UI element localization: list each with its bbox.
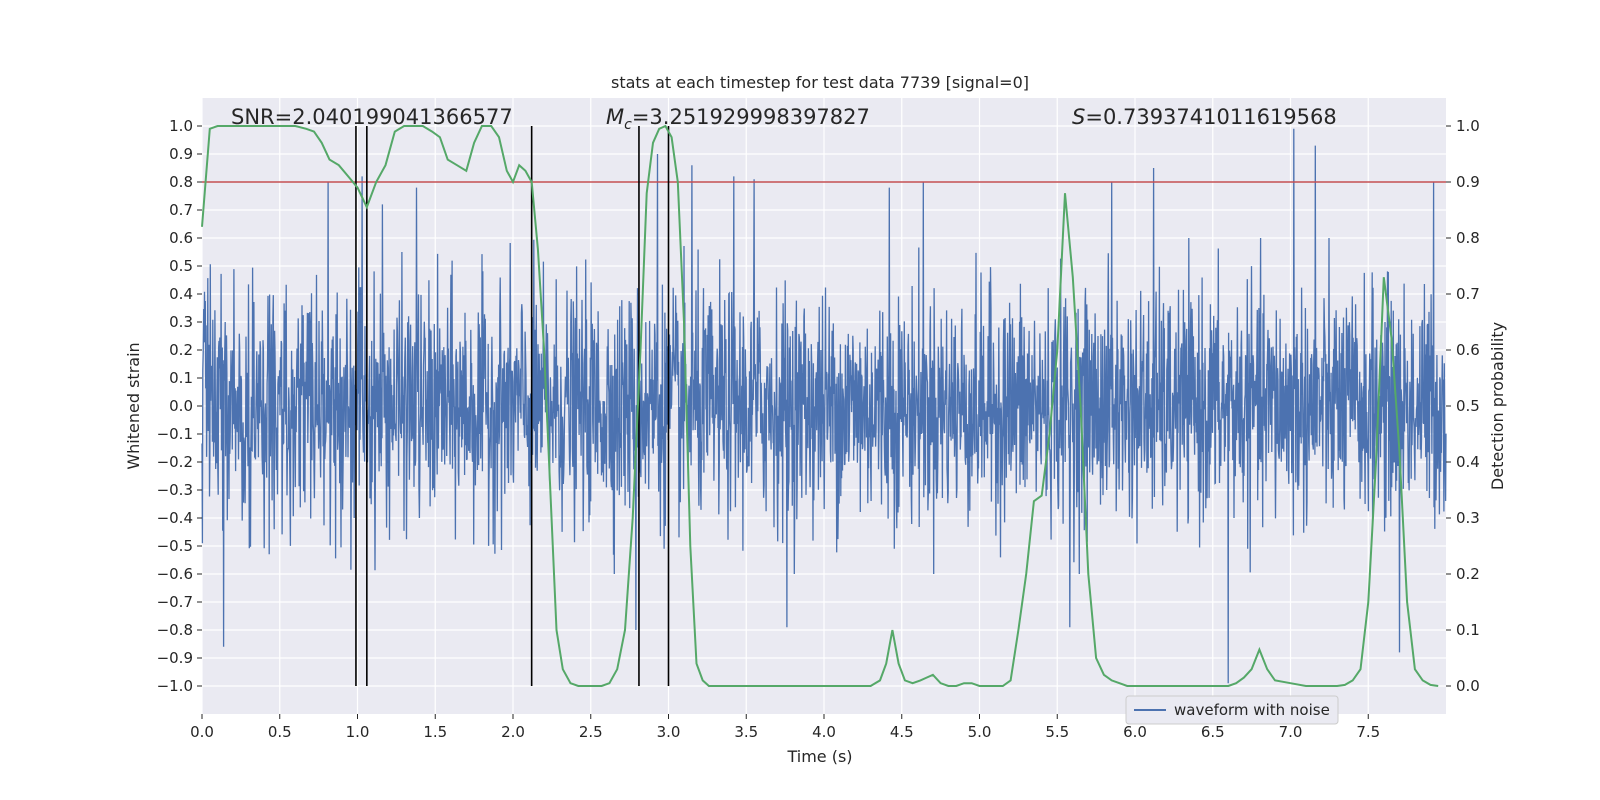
- y-tick-label: 0.8: [169, 173, 193, 191]
- snr-annotation: SNR=2.040199041366577: [231, 105, 513, 129]
- chirp-mass-annotation: Mc=3.251929998397827: [606, 105, 870, 133]
- y2-tick-label: 0.0: [1456, 677, 1480, 695]
- y-tick-label: −0.3: [157, 481, 193, 499]
- y2-tick-label: 0.2: [1456, 565, 1480, 583]
- s-symbol: S: [1072, 105, 1085, 129]
- x-tick-label: 3.0: [657, 723, 681, 741]
- probability-line: [201, 124, 1439, 687]
- y2-tick-label: 0.6: [1456, 341, 1480, 359]
- x-tick-label: 2.0: [501, 723, 525, 741]
- x-tick-label: 7.5: [1356, 723, 1380, 741]
- legend: waveform with noise: [1125, 695, 1339, 725]
- y2-axis-ticks: 1.0 0.9 0.8 0.7 0.6 0.5 0.4 0.3 0.2 0.1 0.0: [1446, 117, 1480, 695]
- y2-tick-label: 1.0: [1456, 117, 1480, 135]
- y2-tick-label: 0.3: [1456, 509, 1480, 527]
- y-tick-label: −0.5: [157, 537, 193, 555]
- y2-tick-label: 0.4: [1456, 453, 1480, 471]
- y-tick-label: −1.0: [157, 677, 193, 695]
- y-tick-label: 0.6: [169, 229, 193, 247]
- x-tick-label: 0.5: [268, 723, 292, 741]
- y-tick-label: 1.0: [169, 117, 193, 135]
- x-tick-label: 1.5: [423, 723, 447, 741]
- y-tick-label: 0.0: [169, 397, 193, 415]
- y-tick-label: −0.8: [157, 621, 193, 639]
- chirp-mass-value: =3.251929998397827: [632, 105, 870, 129]
- y-tick-label: −0.7: [157, 593, 193, 611]
- y2-tick-label: 0.1: [1456, 621, 1480, 639]
- x-axis-ticks: 0.0 0.5 1.0 1.5 2.0 2.5 3.0 3.5 4.0 4.5 5.0 5.5 6.0 6…: [190, 714, 1380, 741]
- x-tick-label: 6.0: [1123, 723, 1147, 741]
- waveform-series: [201, 128, 1447, 684]
- x-tick-label: 6.5: [1201, 723, 1225, 741]
- x-axis-label: Time (s): [786, 747, 852, 766]
- x-tick-label: 4.0: [812, 723, 836, 741]
- x-tick-label: 3.5: [734, 723, 758, 741]
- y-tick-label: 0.9: [169, 145, 193, 163]
- s-value: =0.7393741011619568: [1085, 105, 1336, 129]
- y2-tick-label: 0.9: [1456, 173, 1480, 191]
- y2-tick-label: 0.8: [1456, 229, 1480, 247]
- x-tick-label: 1.0: [346, 723, 370, 741]
- y-axis-label: Whitened strain: [124, 342, 143, 469]
- x-tick-label: 0.0: [190, 723, 214, 741]
- probability-series: [201, 124, 1439, 687]
- y-tick-label: 0.2: [169, 341, 193, 359]
- y-tick-label: −0.6: [157, 565, 193, 583]
- x-tick-label: 2.5: [579, 723, 603, 741]
- y-axis-ticks: 1.0 0.9 0.8 0.7 0.6 0.5 0.4 0.3 0.2 0.1 0.0 −0.1 −0.…: [157, 117, 202, 695]
- vertical-markers: [355, 126, 670, 686]
- y-tick-label: −0.4: [157, 509, 193, 527]
- y-tick-label: 0.4: [169, 285, 193, 303]
- y2-tick-label: 0.5: [1456, 397, 1480, 415]
- y-tick-label: 0.3: [169, 313, 193, 331]
- y2-tick-label: 0.7: [1456, 285, 1480, 303]
- y-tick-label: 0.1: [169, 369, 193, 387]
- chirp-mass-symbol: M: [606, 105, 624, 129]
- legend-label: waveform with noise: [1174, 701, 1330, 719]
- y-tick-label: 0.5: [169, 257, 193, 275]
- chart-title: stats at each timestep for test data 773…: [611, 73, 1029, 92]
- y2-axis-label: Detection probability: [1488, 322, 1507, 490]
- waveform-line: [201, 128, 1447, 684]
- x-tick-label: 5.0: [968, 723, 992, 741]
- legend-box: [1125, 695, 1339, 725]
- y-tick-label: −0.9: [157, 649, 193, 667]
- chirp-mass-subscript: c: [624, 117, 632, 133]
- y-tick-label: 0.7: [169, 201, 193, 219]
- x-tick-label: 5.5: [1045, 723, 1069, 741]
- y-tick-label: −0.1: [157, 425, 193, 443]
- x-tick-label: 7.0: [1279, 723, 1303, 741]
- x-tick-label: 4.5: [890, 723, 914, 741]
- y-tick-label: −0.2: [157, 453, 193, 471]
- s-annotation: S=0.7393741011619568: [1072, 105, 1337, 129]
